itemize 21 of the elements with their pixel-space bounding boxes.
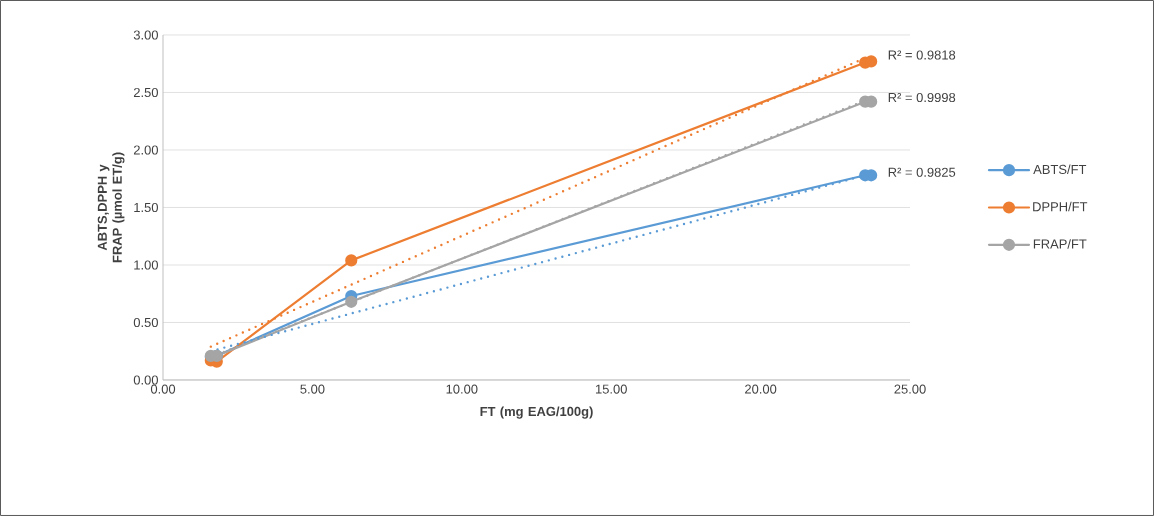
- y-tick-label: 0.50: [133, 317, 158, 328]
- y-tick-label: 1.00: [134, 260, 158, 270]
- x-tick-label: 25.00: [894, 384, 926, 394]
- x-tick-label: 10.00: [446, 384, 478, 394]
- legend-label: ABTS/FT: [1033, 164, 1087, 175]
- y-tick-label: 0.00: [133, 375, 158, 385]
- legend-label: DPPH/FT: [1033, 201, 1088, 212]
- x-tick-label: 0.00: [150, 384, 176, 394]
- x-tick-label: 5.00: [300, 384, 325, 394]
- y-tick-label: 2.50: [133, 87, 158, 98]
- y-tick-label: 1.50: [134, 202, 158, 213]
- x-tick-label: 15.00: [595, 384, 627, 394]
- y-tick-label: 2.00: [133, 145, 158, 155]
- legend-label: FRAP/FT: [1033, 239, 1087, 249]
- annotation: R² = 0.9825: [888, 167, 956, 177]
- annotation: R² = 0.9818: [888, 50, 956, 60]
- y-tick-label: 3.00: [133, 30, 158, 40]
- y-axis-title: ABTS,DPPH y FRAP (µmol ET/g): [97, 152, 125, 263]
- x-tick-label: 20.00: [745, 384, 777, 394]
- x-axis-title: FT (mg EAG/100g): [480, 406, 593, 419]
- annotation: R² = 0.9998: [888, 92, 956, 103]
